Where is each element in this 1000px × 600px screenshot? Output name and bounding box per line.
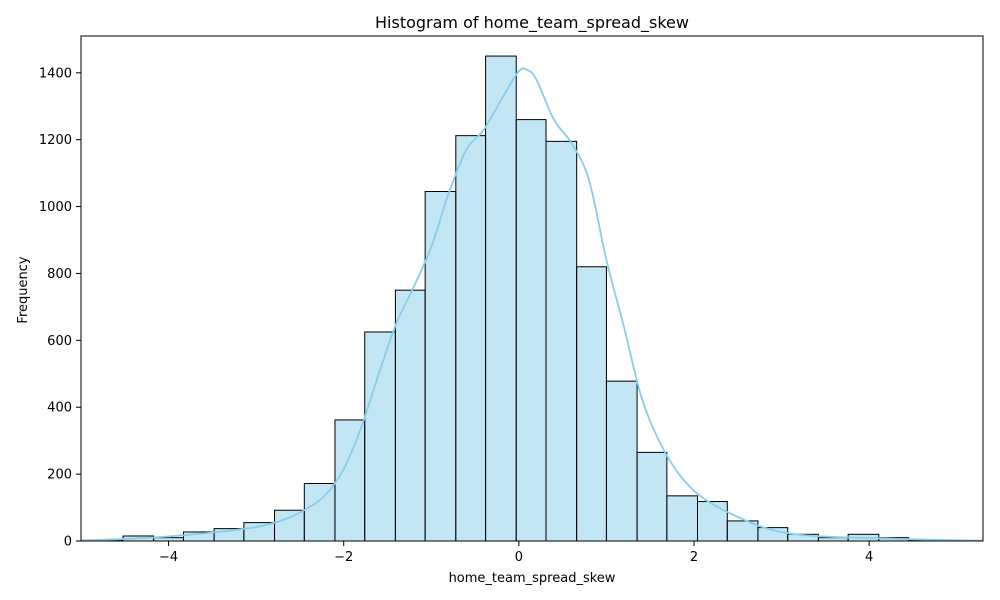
histogram-bar-12 xyxy=(455,135,487,542)
bars-group xyxy=(92,55,940,542)
histogram-bar-2 xyxy=(153,537,184,542)
histogram-bar-16 xyxy=(576,266,607,542)
y-tick-label-0: 0 xyxy=(64,535,72,550)
x-tick-label-1: −2 xyxy=(334,550,353,565)
chart-title: Histogram of home_team_spread_skew xyxy=(375,13,689,33)
y-tick-label-6: 1200 xyxy=(39,133,72,148)
histogram-bar-13 xyxy=(485,55,517,542)
y-axis-label: Frequency xyxy=(16,256,31,323)
x-axis: −4 −2 0 2 4 xyxy=(159,541,873,565)
x-tick-label-3: 2 xyxy=(690,550,698,565)
histogram-bar-10 xyxy=(394,289,426,542)
x-axis-label: home_team_spread_skew xyxy=(449,571,616,586)
histogram-bar-14 xyxy=(515,119,547,542)
y-tick-label-4: 800 xyxy=(47,267,72,282)
y-tick-label-5: 1000 xyxy=(39,200,72,215)
histogram-bar-20 xyxy=(697,501,728,542)
x-tick-label-0: −4 xyxy=(159,550,178,565)
histogram-bar-8 xyxy=(334,419,366,542)
y-tick-label-3: 600 xyxy=(47,334,72,349)
x-tick-label-2: 0 xyxy=(515,550,523,565)
histogram-bar-19 xyxy=(666,495,699,542)
histogram-bar-11 xyxy=(424,191,457,542)
plot-frame xyxy=(80,35,984,542)
y-tick-label-7: 1400 xyxy=(39,66,72,81)
histogram-bar-7 xyxy=(303,482,336,542)
kde-curve xyxy=(80,67,984,542)
x-tick-label-4: 4 xyxy=(865,550,873,565)
histogram-bar-15 xyxy=(545,140,578,542)
histogram-bar-5 xyxy=(243,522,276,542)
y-axis: 0 200 400 600 800 1000 1200 1400 xyxy=(39,66,81,550)
histogram-bar-18 xyxy=(636,451,668,542)
y-tick-label-2: 400 xyxy=(47,401,72,416)
histogram-bar-17 xyxy=(605,380,638,542)
y-tick-label-1: 200 xyxy=(47,468,72,483)
histogram-bar-9 xyxy=(364,331,396,542)
histogram-bar-6 xyxy=(274,509,305,542)
